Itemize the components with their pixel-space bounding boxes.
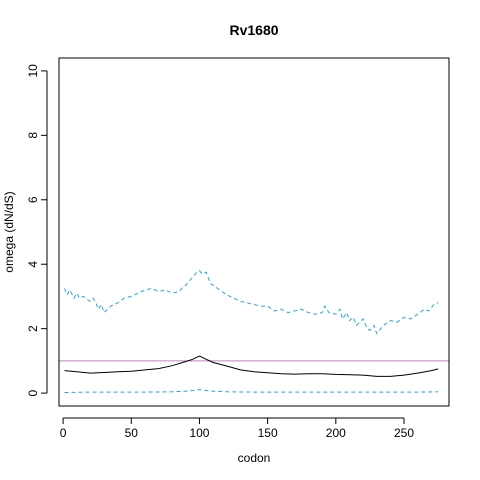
series-line-2 [64, 389, 439, 393]
x-tick-label: 150 [258, 426, 278, 440]
y-tick-label: 0 [26, 389, 40, 396]
x-tick-label: 100 [189, 426, 209, 440]
y-tick-label: 8 [26, 132, 40, 139]
x-tick-label: 50 [125, 426, 139, 440]
y-tick-label: 10 [26, 64, 40, 78]
y-axis-title: omega (dN/dS) [2, 191, 16, 272]
x-axis-title: codon [238, 451, 271, 465]
x-tick-label: 250 [394, 426, 414, 440]
y-tick-label: 2 [26, 325, 40, 332]
axes-layer: 0 50 100 150 200 250 0 2 4 6 8 10 [26, 64, 414, 440]
series-line-1 [64, 355, 439, 377]
x-tick-label: 200 [326, 426, 346, 440]
series-line-3 [64, 270, 439, 335]
y-tick-label: 6 [26, 196, 40, 203]
chart-title: Rv1680 [229, 22, 278, 38]
plot-layer [59, 270, 449, 393]
x-tick-label: 0 [60, 426, 67, 440]
y-tick-label: 4 [26, 261, 40, 268]
plot-frame [58, 57, 450, 407]
